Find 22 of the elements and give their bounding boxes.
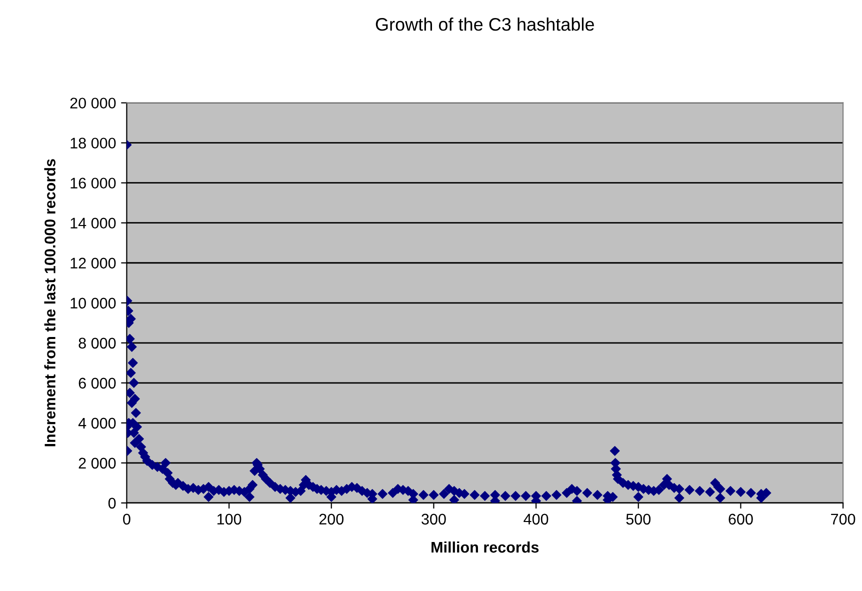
x-tick-label: 500 bbox=[626, 514, 651, 525]
y-tick-label: 18 000 bbox=[70, 138, 116, 149]
y-tick-label: 0 bbox=[108, 498, 116, 509]
y-tick-label: 2 000 bbox=[78, 458, 116, 469]
y-tick-label: 6 000 bbox=[78, 378, 116, 389]
y-tick-label: 8 000 bbox=[78, 338, 116, 349]
y-tick-label: 14 000 bbox=[70, 218, 116, 229]
x-tick-label: 200 bbox=[319, 514, 344, 525]
y-axis-title: Increment from the last 100.000 records bbox=[44, 159, 56, 446]
x-tick-label: 300 bbox=[422, 514, 446, 525]
y-tick-label: 12 000 bbox=[70, 258, 116, 269]
x-tick-label: 700 bbox=[831, 514, 856, 525]
y-tick-label: 20 000 bbox=[70, 98, 116, 109]
x-tick-label: 600 bbox=[728, 514, 753, 525]
x-axis-title: Million records bbox=[432, 541, 539, 553]
x-tick-label: 100 bbox=[217, 514, 242, 525]
y-tick-label: 16 000 bbox=[70, 178, 116, 189]
chart-title: Growth of the C3 hashtable bbox=[376, 18, 594, 31]
x-tick-label: 400 bbox=[524, 514, 548, 525]
x-tick-label: 0 bbox=[123, 514, 130, 525]
y-tick-label: 10 000 bbox=[70, 298, 116, 309]
y-tick-label: 4 000 bbox=[78, 418, 116, 429]
